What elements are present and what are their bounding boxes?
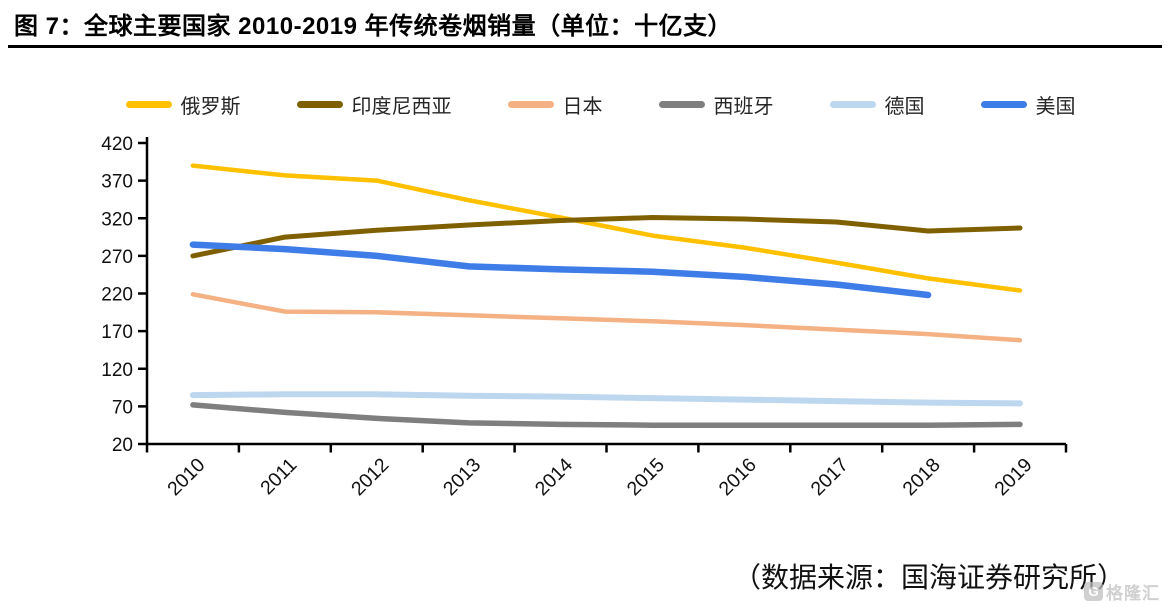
legend-item-5: 美国: [980, 90, 1076, 119]
y-tick-label-270: 270: [101, 247, 133, 268]
legend-item-4: 德国: [829, 90, 925, 119]
y-tick-label-220: 220: [101, 285, 133, 306]
x-label-2017: 2017: [807, 454, 853, 500]
x-label-2019: 2019: [990, 454, 1036, 500]
series-line-5: [189, 241, 932, 299]
chart-area: 20 70 120 170 220 270 320 370 420 2010 2011 2012 201…: [0, 125, 1171, 535]
series-line-3: [190, 402, 1023, 428]
chart-legend: 俄罗斯 印度尼西亚 日本 西班牙 德国 美国: [0, 90, 1171, 119]
y-tick-label-70: 70: [112, 397, 133, 418]
x-label-2018: 2018: [898, 454, 944, 500]
title-underline-rule: [8, 45, 1162, 48]
y-tick-label-20: 20: [112, 435, 133, 456]
legend-item-2: 日本: [507, 90, 603, 119]
x-label-2012: 2012: [347, 454, 393, 500]
legend-label-5: 美国: [1035, 96, 1076, 118]
series-line-0: [190, 163, 1023, 293]
data-source-note: （数据来源：国海证券研究所）: [732, 563, 1125, 594]
y-tick-label-170: 170: [101, 322, 133, 343]
legend-label-0: 俄罗斯: [180, 96, 241, 118]
legend-swatch-5: [980, 101, 1027, 108]
legend-item-3: 西班牙: [658, 90, 774, 119]
line-chart-svg: 20 70 120 170 220 270 320 370 420 2010 2011 2012 201…: [101, 134, 1068, 500]
y-tick-label-370: 370: [101, 172, 133, 193]
legend-item-1: 印度尼西亚: [296, 90, 452, 119]
legend-swatch-4: [829, 101, 876, 108]
x-label-2015: 2015: [623, 454, 669, 500]
legend-swatch-0: [125, 101, 172, 108]
legend-label-4: 德国: [884, 96, 925, 118]
series-line-4: [189, 391, 1023, 407]
series-line-1: [190, 215, 1023, 259]
figure-title: 图 7：全球主要国家 2010-2019 年传统卷烟销量（单位：十亿支）: [14, 13, 733, 40]
y-tick-label-320: 320: [101, 209, 133, 230]
x-label-2014: 2014: [531, 454, 577, 500]
x-label-2013: 2013: [439, 454, 485, 500]
x-label-2011: 2011: [256, 454, 301, 499]
legend-swatch-3: [658, 101, 705, 108]
x-label-2010: 2010: [163, 454, 209, 500]
legend-item-0: 俄罗斯: [125, 90, 241, 119]
y-tick-label-120: 120: [101, 360, 133, 381]
legend-label-2: 日本: [562, 96, 603, 118]
legend-swatch-1: [296, 101, 343, 108]
legend-swatch-2: [507, 101, 554, 108]
x-label-2016: 2016: [715, 454, 761, 500]
y-tick-label-420: 420: [101, 134, 133, 155]
legend-label-3: 西班牙: [713, 96, 774, 118]
series-line-2: [190, 292, 1023, 343]
legend-label-1: 印度尼西亚: [351, 96, 452, 118]
